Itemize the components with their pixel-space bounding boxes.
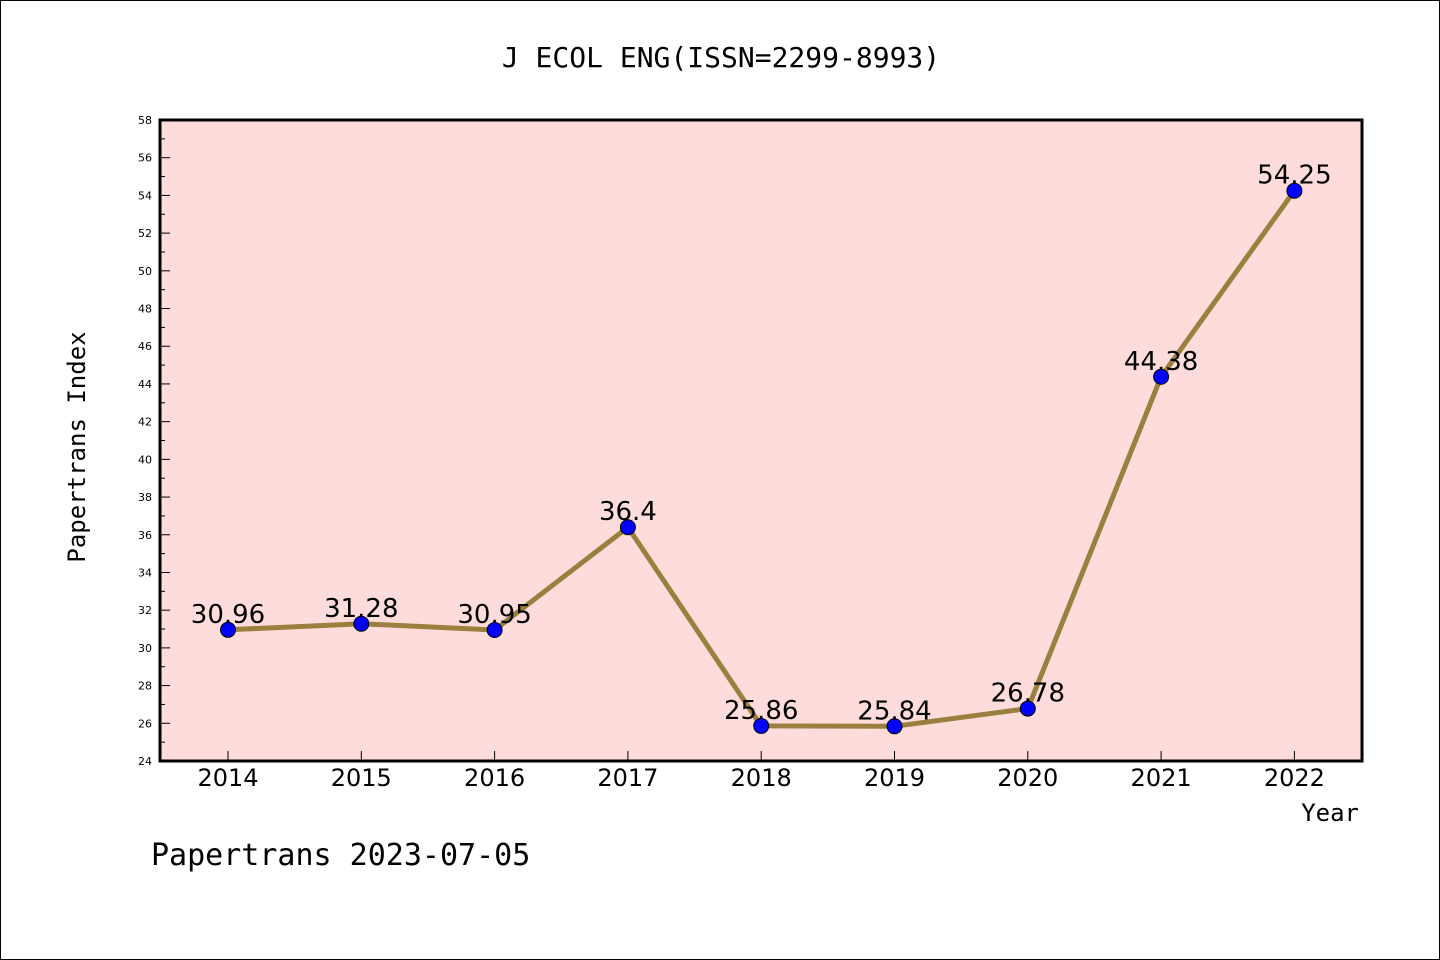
x-tick-label: 2022 bbox=[1264, 764, 1325, 792]
x-tick-label: 2019 bbox=[864, 764, 925, 792]
y-tick-label: 38 bbox=[138, 491, 152, 504]
x-tick-label: 2014 bbox=[197, 764, 258, 792]
x-tick-label: 2015 bbox=[331, 764, 392, 792]
series-line-group bbox=[220, 182, 1303, 735]
y-tick-label: 54 bbox=[138, 189, 152, 202]
data-label: 26.78 bbox=[991, 679, 1065, 709]
x-tick-label: 2020 bbox=[997, 764, 1058, 792]
y-tick-label: 58 bbox=[138, 114, 152, 127]
y-axis-label: Papertrans Index bbox=[63, 331, 91, 562]
data-label: 36.4 bbox=[599, 497, 657, 527]
y-tick-label: 52 bbox=[138, 227, 152, 240]
data-label: 54.25 bbox=[1257, 161, 1331, 191]
y-tick-label: 30 bbox=[138, 642, 152, 655]
x-tick-label: 2018 bbox=[731, 764, 792, 792]
x-axis: 2014 2015 2016 2017 2018 2019 2020 2021 2022 bbox=[197, 751, 1325, 792]
data-point bbox=[486, 621, 503, 638]
data-point bbox=[886, 718, 903, 735]
y-tick-label: 24 bbox=[138, 755, 152, 768]
data-label: 30.96 bbox=[191, 600, 265, 630]
chart-title: J ECOL ENG(ISSN=2299-8993) bbox=[502, 41, 940, 74]
y-tick-label: 34 bbox=[138, 566, 152, 579]
footer-text: Papertrans 2023-07-05 bbox=[151, 838, 530, 873]
y-tick-label: 26 bbox=[138, 717, 152, 730]
data-point bbox=[1286, 182, 1303, 199]
plot-area bbox=[158, 118, 1364, 763]
y-tick-label: 56 bbox=[138, 152, 152, 165]
y-tick-label: 40 bbox=[138, 453, 152, 466]
data-point bbox=[1019, 700, 1036, 717]
y-tick-label: 36 bbox=[138, 529, 152, 542]
x-tick-label: 2021 bbox=[1131, 764, 1192, 792]
y-tick-label: 32 bbox=[138, 604, 152, 617]
data-point bbox=[619, 519, 636, 536]
y-tick-label: 46 bbox=[138, 340, 152, 353]
y-tick-label: 44 bbox=[138, 378, 152, 391]
data-labels-group: 30.96 31.28 30.95 36.4 25.86 25.84 26.78 44.38 5… bbox=[191, 161, 1332, 727]
data-label: 31.28 bbox=[324, 594, 398, 624]
y-tick-label: 42 bbox=[138, 416, 152, 429]
x-tick-label: 2017 bbox=[597, 764, 658, 792]
data-point bbox=[753, 717, 770, 734]
data-label: 25.86 bbox=[724, 696, 798, 726]
x-tick-label: 2016 bbox=[464, 764, 525, 792]
y-tick-label: 28 bbox=[138, 680, 152, 693]
data-label: 30.95 bbox=[457, 600, 531, 630]
data-point bbox=[1153, 368, 1170, 385]
y-tick-label: 48 bbox=[138, 303, 152, 316]
data-label: 44.38 bbox=[1124, 347, 1198, 377]
y-tick-label: 50 bbox=[138, 265, 152, 278]
x-axis-label: Year bbox=[1301, 799, 1359, 827]
data-point bbox=[220, 621, 236, 638]
data-label: 25.84 bbox=[857, 696, 931, 726]
data-point bbox=[353, 615, 370, 632]
y-axis: 24 26 28 30 32 34 36 38 40 42 44 46 48 50 52 54 56 58 bbox=[138, 114, 170, 768]
